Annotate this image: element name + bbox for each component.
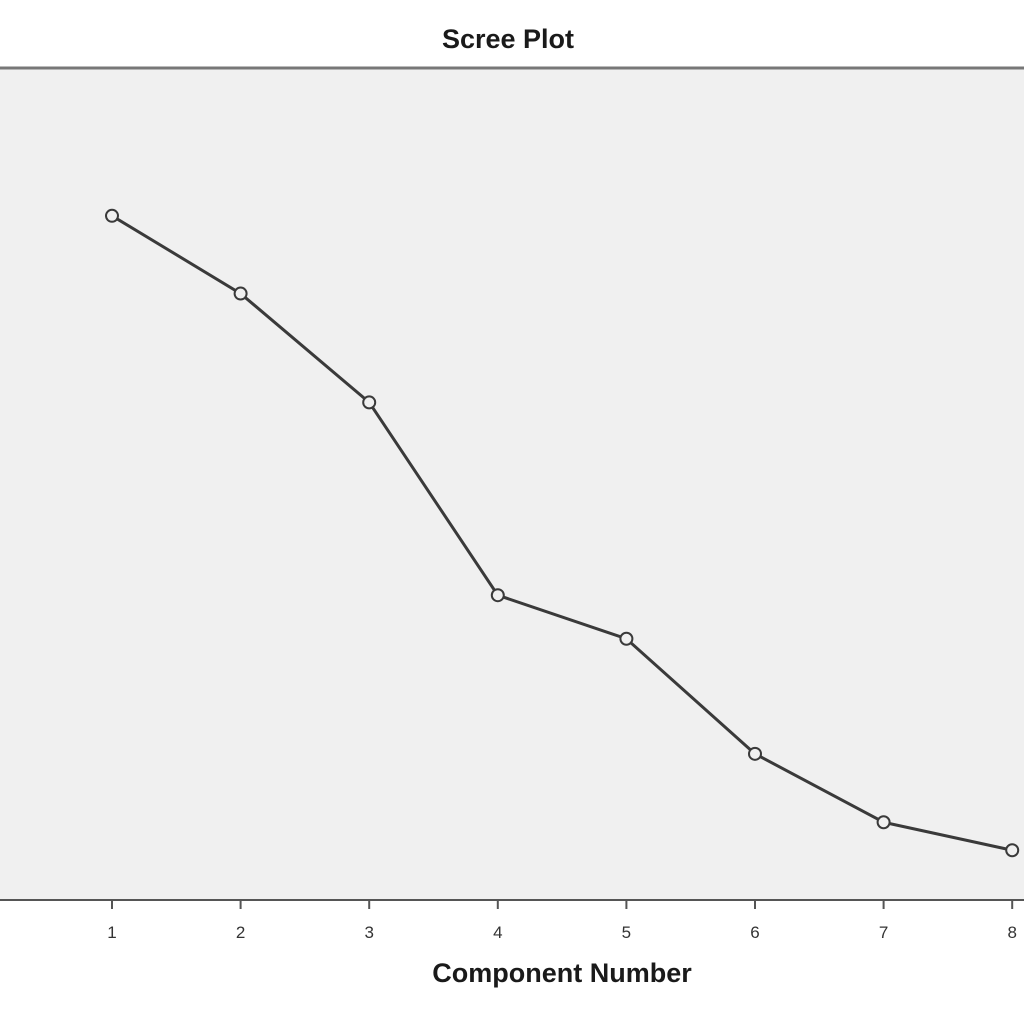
x-tick-label: 3 (364, 923, 373, 942)
x-tick-label: 7 (879, 923, 888, 942)
x-tick-label: 4 (493, 923, 502, 942)
x-tick-label: 2 (236, 923, 245, 942)
series-layer (105, 208, 1020, 858)
data-point (619, 631, 634, 646)
data-point (490, 588, 505, 603)
plot-area (0, 68, 1024, 900)
data-point (362, 395, 377, 410)
x-tick-label: 8 (1007, 923, 1016, 942)
x-ticks: 1 2 3 4 5 6 7 8 (107, 900, 1017, 942)
chart-title: Scree Plot (441, 24, 575, 54)
data-point (876, 815, 891, 830)
data-point (105, 208, 119, 223)
x-tick-label: 1 (107, 923, 116, 942)
data-point (233, 286, 248, 301)
data-point (748, 746, 762, 761)
series-line (111, 214, 1013, 852)
x-axis-label: Component Number (432, 958, 692, 988)
x-tick-label: 5 (622, 923, 631, 942)
data-point (1005, 843, 1020, 858)
x-tick-label: 6 (750, 923, 759, 942)
